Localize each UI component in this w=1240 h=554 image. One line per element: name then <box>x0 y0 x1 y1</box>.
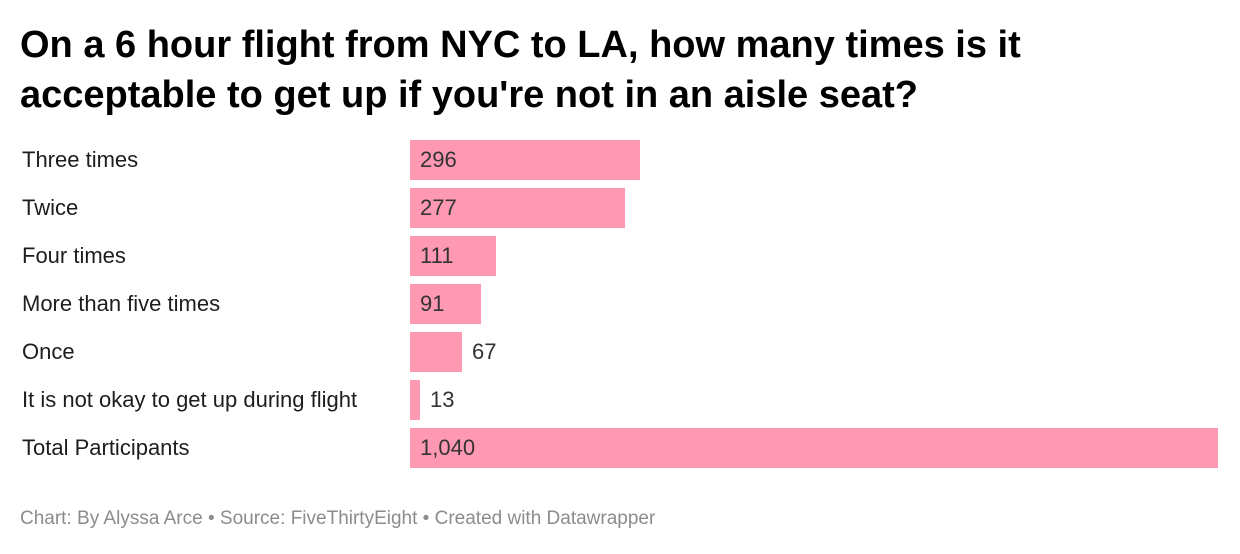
category-label: More than five times <box>22 291 221 316</box>
chart-footer: Chart: By Alyssa Arce • Source: FiveThir… <box>20 508 655 530</box>
source-name: FiveThirtyEight <box>290 508 418 529</box>
category-label: Three times <box>22 147 139 172</box>
category-label: Once <box>22 339 75 364</box>
bar-row: Three times 296 <box>22 140 1218 180</box>
bar-track: 13 <box>410 380 1218 420</box>
category-label: Twice <box>22 195 79 220</box>
bar-track: 67 <box>410 332 1218 372</box>
chart-title: On a 6 hour flight from NYC to LA, how m… <box>20 24 1021 116</box>
bar-row: Once 67 <box>22 332 1218 372</box>
category-label: Four times <box>22 243 126 268</box>
bar-row: It is not okay to get up during flight 13 <box>22 380 1218 420</box>
bar-track: 296 <box>410 140 1218 180</box>
bar-row: Twice 277 <box>22 188 1218 228</box>
bar-track: 1,040 <box>410 428 1218 468</box>
bar-value-label: 91 <box>420 291 445 316</box>
bar <box>410 188 625 228</box>
source-label: Source: <box>219 508 286 529</box>
bar <box>410 284 481 324</box>
category-label: It is not okay to get up during flight <box>22 387 358 412</box>
footer-separator: • <box>207 508 215 529</box>
bar-value-label: 111 <box>420 243 454 268</box>
credit-label: Chart: <box>20 508 72 529</box>
bar-value-label: 1,040 <box>420 435 476 460</box>
bar <box>410 380 420 420</box>
bar-value-label: 277 <box>420 195 457 220</box>
bar-track: 277 <box>410 188 1218 228</box>
created-with: Created with Datawrapper <box>434 508 656 529</box>
credit-author: By Alyssa Arce <box>77 508 203 529</box>
bar <box>410 332 462 372</box>
bar-row: Total Participants 1,040 <box>22 428 1218 468</box>
bar-track: 91 <box>410 284 1218 324</box>
bar-row: More than five times 91 <box>22 284 1218 324</box>
bar-value-label: 13 <box>430 387 455 412</box>
bar-value-label: 296 <box>420 147 457 172</box>
bar <box>410 428 1218 468</box>
bar <box>410 140 640 180</box>
bar-chart: Three times 296 Twice 277 Four times 111 More … <box>22 140 1218 468</box>
category-label: Total Participants <box>22 435 190 460</box>
bar-track: 111 <box>410 236 1218 276</box>
bar <box>410 236 496 276</box>
bar-value-label: 67 <box>472 339 497 364</box>
footer-separator: • <box>422 508 430 529</box>
bar-row: Four times 111 <box>22 236 1218 276</box>
